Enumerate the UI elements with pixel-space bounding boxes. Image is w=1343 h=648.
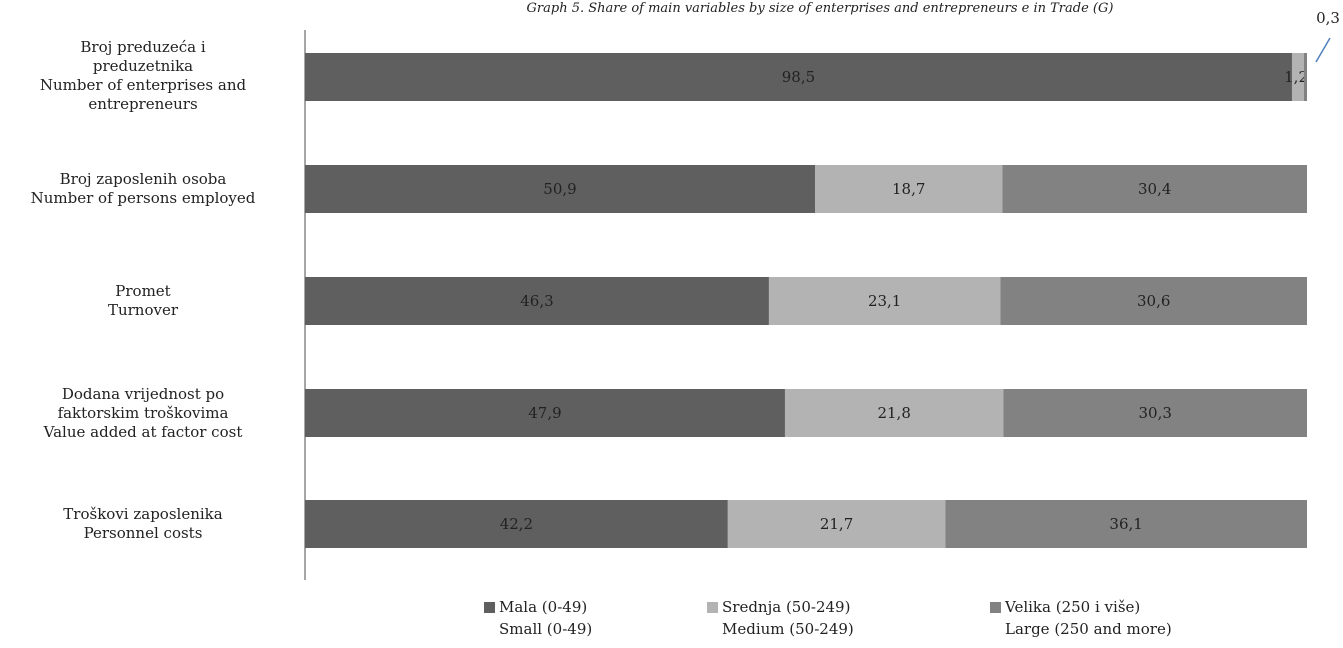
category-label-line: Value added at factor cost [43, 422, 243, 441]
bar-segment-3-cat-5 [945, 500, 1307, 548]
category-label-1: Broj preduzeća i preduzetnika Number of en… [0, 38, 288, 114]
legend-label-en: Large (250 and more) [1005, 620, 1172, 638]
category-label-line: Number of enterprises and [39, 76, 247, 94]
data-label: 21,8 [877, 404, 910, 422]
legend-item-2: Srednja (50-249) Medium (50-249) [707, 596, 854, 640]
legend-label-en: Medium (50-249) [722, 620, 854, 638]
data-label: 21,7 [820, 515, 853, 533]
legend-swatch [707, 601, 718, 613]
category-label-5: Troškovi zaposlenika Personnel costs [0, 505, 288, 543]
legend-item-3: Velika (250 i više) Large (250 and more) [990, 596, 1172, 640]
legend-swatch [484, 601, 495, 613]
bar-segment-2-cat-4 [784, 389, 1004, 437]
category-label-line: entrepreneurs [88, 95, 198, 113]
data-label: 30,3 [1138, 404, 1171, 422]
category-label-line: faktorskim troškovima [57, 403, 229, 422]
leader-line [1315, 37, 1331, 63]
bar-segment-2-cat-3 [768, 277, 1001, 325]
category-label-line: Personnel costs [83, 524, 203, 542]
bar-segment-3-cat-3 [1000, 277, 1307, 325]
bar-segment-3-cat-4 [1003, 389, 1307, 437]
bar-segment-1-cat-1 [305, 53, 1292, 101]
data-label: 0,3 [1316, 9, 1340, 27]
bar-segment-1-cat-2 [305, 165, 816, 213]
legend-item-1: Mala (0-49) Small (0-49) [484, 596, 592, 640]
data-label: 50,9 [543, 180, 576, 198]
legend-swatch [990, 601, 1001, 613]
data-label: 36,1 [1109, 515, 1142, 533]
category-label-line: Broj preduzeća i [80, 38, 206, 56]
category-label-line: Turnover [107, 301, 179, 319]
category-label-line: Troškovi zaposlenika [63, 505, 223, 523]
category-label-3: Promet Turnover [0, 282, 288, 320]
data-label: 1,2 [1284, 68, 1308, 86]
data-label: 47,9 [528, 404, 561, 422]
bar-segment-1-cat-4 [305, 389, 785, 437]
bar-segment-3-cat-2 [1002, 165, 1307, 213]
category-label-line: Broj zaposlenih osoba [59, 170, 227, 188]
data-label: 18,7 [892, 180, 925, 198]
data-label: 23,1 [868, 292, 901, 310]
data-label: 42,2 [500, 515, 533, 533]
category-label-4: Dodana vrijednost po faktorskim troškovim… [0, 385, 288, 442]
data-label: 30,6 [1137, 292, 1170, 310]
data-label: 30,4 [1138, 180, 1171, 198]
data-label: 98,5 [782, 68, 815, 86]
data-label: 46,3 [520, 292, 553, 310]
category-label-line: Number of persons employed [30, 189, 256, 207]
bar-segment-2-cat-1 [1291, 53, 1304, 101]
category-label-line: Dodana vrijednost po [61, 384, 225, 403]
bar-segment-3-cat-1 [1303, 53, 1307, 101]
legend-label: Velika (250 i više) [1005, 598, 1141, 616]
bar-segment-1-cat-3 [305, 277, 769, 325]
category-label-2: Broj zaposlenih osoba Number of persons e… [0, 170, 288, 208]
bar-segment-2-cat-2 [815, 165, 1003, 213]
category-label-line: preduzetnika [92, 57, 194, 75]
chart-title: Graph 5. Share of main variables by size… [526, 1, 1114, 16]
category-label-line: Promet [115, 282, 171, 300]
bar-segment-2-cat-5 [727, 500, 946, 548]
legend-label-en: Small (0-49) [499, 620, 593, 638]
bar-segment-1-cat-5 [305, 500, 728, 548]
legend-label: Srednja (50-249) [722, 598, 851, 616]
legend-label: Mala (0-49) [499, 598, 588, 616]
